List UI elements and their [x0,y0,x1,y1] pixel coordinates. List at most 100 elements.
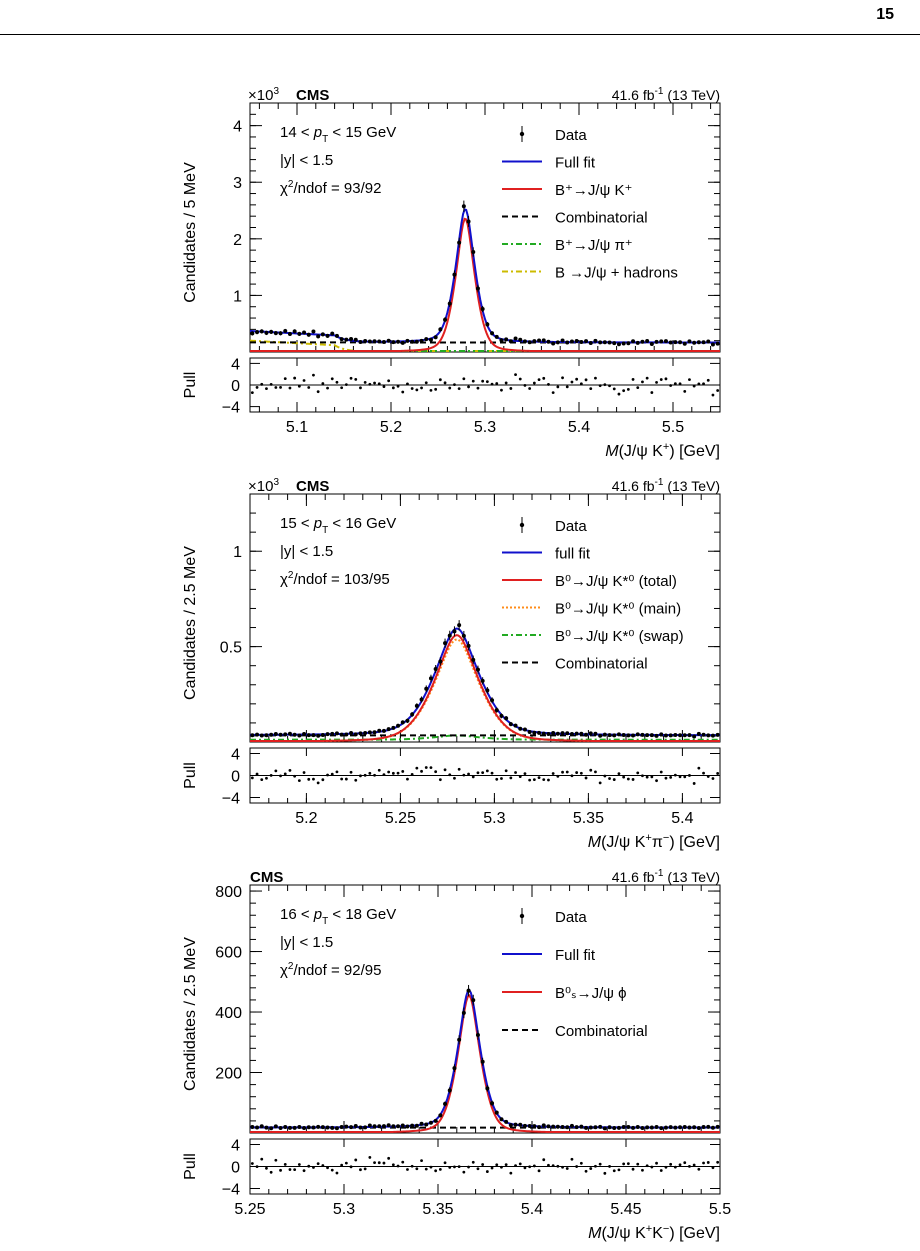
y-tick-label: 2 [233,232,242,249]
pull-point [250,776,254,780]
data-point [682,341,687,346]
pull-point [368,382,372,386]
pull-point [504,769,508,773]
pull-point [706,378,710,382]
info-chi2: χ2/ndof = 93/92 [280,179,381,197]
data-point [471,657,476,662]
pull-point [453,383,456,387]
pull-point [443,768,447,772]
pull-point [453,776,456,780]
pull-point [391,1163,395,1167]
data-point [405,1124,410,1129]
data-point [461,633,466,638]
pull-point [594,1164,597,1168]
pull-point [283,1162,287,1166]
legend-label: Combinatorial [555,656,648,673]
legend-label: Combinatorial [555,210,648,227]
x-tick-label: 5.35 [422,1201,453,1218]
pull-point [598,384,602,388]
data-point [715,1124,720,1129]
legend-entry: full fit [502,546,591,563]
data-point [593,731,598,736]
data-point [306,1125,311,1130]
data-point [584,732,589,737]
pull-point [669,1162,673,1166]
pull-point [565,385,569,389]
pull-point [415,766,419,770]
pull-point [297,1163,301,1166]
main-frame [249,493,721,743]
pull-point [316,390,320,394]
pull-point [485,1170,489,1173]
legend-label: B⁰→J/ψ K*⁰ (main) [555,601,681,618]
pull-point [673,382,677,386]
data-point [273,1124,278,1129]
legend-entry: Full fit [502,947,596,964]
data-point [565,340,570,345]
data-point [485,688,490,693]
pull-point [274,769,278,773]
data-point [522,727,527,732]
data-point [278,1125,283,1130]
pull-point [678,382,682,386]
pull-point [274,386,278,389]
y-axis-label: Candidates / 2.5 MeV [182,546,199,700]
pull-axis-label: Pull [182,762,199,789]
pull-point [462,377,466,381]
pull-point [716,1160,720,1164]
data-point [640,339,645,344]
data-point [687,339,692,344]
pull-point [260,778,264,782]
data-point [631,339,636,344]
pull-point [476,1167,480,1171]
pull-point [382,773,386,777]
data-point [259,1124,264,1129]
pull-point [382,1161,386,1165]
pull-point [706,775,710,778]
data-point [372,339,377,344]
pull-point [471,1160,475,1164]
info-rapidity: |y| < 1.5 [280,934,333,951]
data-point [602,1126,607,1131]
data-point [579,1124,584,1129]
data-point [518,726,523,731]
data-point [471,249,476,254]
data-point [400,1123,405,1128]
pull-tick-label: −4 [222,1182,240,1199]
data-point [320,332,325,337]
data-point [527,730,532,735]
data-point [527,340,532,345]
pull-point [603,774,607,778]
data-point [513,1122,518,1127]
data-point [598,1124,603,1129]
pull-point [377,382,381,386]
pull-point [514,771,517,774]
pull-point [673,1165,677,1169]
data-point [574,1125,579,1130]
data-point [269,329,274,334]
data-point [287,1125,292,1130]
data-point [250,1124,255,1129]
info-chi2: χ2/ndof = 92/95 [280,961,381,979]
legend-entry: B⁰→J/ψ K*⁰ (total) [502,573,677,590]
data-point [565,731,570,736]
data-point [344,337,349,342]
data-point [297,733,302,738]
pull-point [307,777,311,781]
pull-point [532,778,536,782]
data-point [710,342,715,347]
data-point [541,338,546,343]
data-point [377,339,382,344]
pull-point [697,382,701,386]
pull-point [424,381,428,385]
y-tick-label: 800 [215,884,242,901]
pull-point [697,766,701,770]
data-point [682,733,687,738]
exponent-label: ×103 [248,86,279,104]
data-point [607,733,612,738]
pull-point [349,376,353,380]
pull-point [373,1161,376,1165]
x-tick-label: 5.3 [483,810,505,827]
data-point [607,340,612,345]
